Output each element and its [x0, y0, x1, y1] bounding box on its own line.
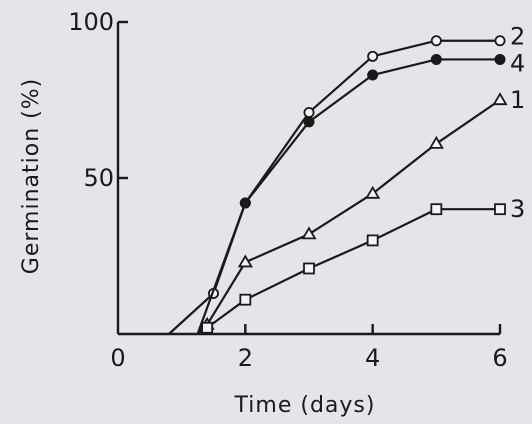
series-1-point-2 — [237, 254, 253, 268]
series-2-point-5 — [430, 35, 442, 47]
series-4-point-1 — [239, 197, 251, 209]
series-2-point-4 — [367, 50, 379, 62]
series-3-label: 3 — [510, 195, 525, 223]
series-2-point-6 — [494, 35, 506, 47]
series-1-point-5 — [428, 135, 444, 149]
x-tick-label-0: 0 — [110, 344, 125, 372]
x-tick-label-6: 6 — [492, 344, 507, 372]
series-1-point-3 — [301, 226, 317, 240]
series-3-point-1 — [201, 321, 214, 334]
series-4-point-5 — [494, 53, 506, 65]
x-tick-label-2: 2 — [238, 344, 253, 372]
series-4-point-4 — [430, 53, 442, 65]
series-3-line — [196, 208, 500, 335]
axis-ticks: 0 2 4 6 50 100 — [68, 8, 507, 372]
y-tick-label-50: 50 — [83, 164, 114, 192]
y-tick-label-100: 100 — [68, 8, 114, 36]
series-3-point-5 — [430, 203, 443, 216]
series-4: 4 — [196, 49, 525, 335]
x-axis-title: Time (days) — [234, 393, 376, 418]
series-3-point-3 — [303, 262, 315, 275]
series-3-point-4 — [366, 234, 379, 247]
x-tick-label-4: 4 — [365, 344, 380, 372]
series-4-point-2 — [303, 116, 315, 128]
series-4-point-3 — [367, 69, 379, 81]
series-3-point-6 — [494, 203, 506, 216]
series-4-label: 4 — [510, 49, 525, 77]
series-layer: 24 1 3 — [168, 23, 525, 335]
series-4-line — [196, 58, 500, 335]
series-1-point-6 — [492, 92, 508, 106]
series-2-point-3 — [303, 106, 315, 118]
axes — [116, 22, 500, 336]
series-2-line — [168, 39, 500, 335]
series-2: 2 — [168, 23, 525, 335]
series-2-label: 2 — [510, 23, 525, 51]
y-axis-title: Germination (%) — [19, 78, 44, 274]
series-1-point-4 — [365, 185, 381, 199]
series-3-point-2 — [239, 293, 252, 306]
series-1-label: 1 — [510, 86, 525, 114]
series-3: 3 — [196, 195, 525, 335]
